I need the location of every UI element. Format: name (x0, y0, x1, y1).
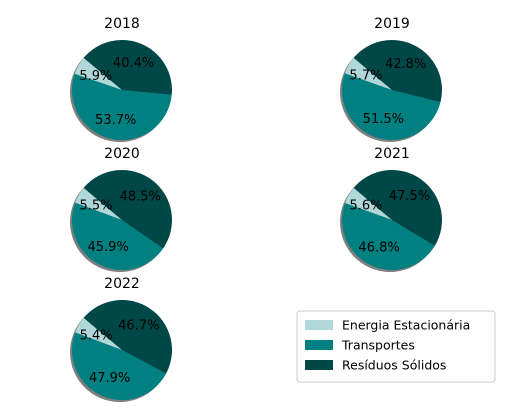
percent-label-residuos-solidos: 48.5% (120, 190, 161, 205)
wedge-residuos-solidos (83, 170, 173, 249)
legend-box (296, 310, 496, 383)
legend-swatch-residuos-solidos (305, 360, 333, 370)
pie-2020: 2020 5.5% 45.9% 48.5% (69, 146, 173, 273)
wedge-transportes (342, 73, 441, 140)
percent-label-transportes: 53.7% (95, 113, 136, 128)
pie-2021: 2021 5.6% 46.8% 47.5% (339, 146, 442, 272)
percent-label-transportes: 45.9% (88, 240, 129, 255)
pie-title: 2020 (104, 146, 140, 162)
percent-label-energia-estacionaria: 5.5% (80, 198, 113, 213)
wedge-energia-estacionaria (74, 57, 122, 90)
pie-title: 2022 (104, 276, 140, 292)
percent-label-transportes: 51.5% (363, 112, 404, 127)
wedge-residuos-solidos (83, 40, 172, 95)
wedge-residuos-solidos (353, 40, 443, 103)
wedge-energia-estacionaria (344, 57, 392, 90)
wedge-energia-estacionaria (75, 187, 122, 220)
percent-label-residuos-solidos: 46.7% (118, 319, 159, 334)
pie-2022: 2022 5.4% 47.9% 46.7% (69, 276, 173, 403)
percent-label-energia-estacionaria: 5.6% (349, 199, 382, 214)
wedge-residuos-solidos (353, 170, 442, 246)
percent-label-transportes: 46.8% (358, 241, 399, 256)
wedge-energia-estacionaria (344, 187, 392, 220)
percent-label-energia-estacionaria: 5.9% (79, 69, 112, 84)
pie-charts: 2018 5.9% 53.7% 40.4% 2019 5.7% 51.5% 42.8% 2020… (69, 16, 443, 403)
percent-label-transportes: 47.9% (89, 371, 130, 386)
wedge-transportes (71, 202, 164, 271)
percent-label-residuos-solidos: 47.5% (389, 189, 430, 204)
pie-title: 2021 (374, 146, 410, 162)
legend-label-residuos-solidos: Resíduos Sólidos (342, 358, 446, 373)
legend-swatch-transportes (305, 340, 333, 350)
wedge-energia-estacionaria (75, 317, 122, 350)
legend-label-transportes: Transportes (341, 338, 415, 353)
wedge-transportes (71, 332, 167, 401)
percent-label-energia-estacionaria: 5.4% (80, 328, 113, 343)
pie-title: 2018 (104, 16, 140, 32)
legend-label-energia-estacionaria: Energia Estacionária (342, 318, 470, 333)
percent-label-energia-estacionaria: 5.7% (349, 69, 382, 84)
wedge-transportes (71, 73, 172, 141)
legend-swatch-energia-estacionaria (305, 320, 333, 330)
pie-2018: 2018 5.9% 53.7% 40.4% (69, 16, 172, 143)
pie-2019: 2019 5.7% 51.5% 42.8% (340, 16, 443, 142)
pie-title: 2019 (374, 16, 410, 32)
percent-label-residuos-solidos: 42.8% (385, 57, 426, 72)
legend: Energia Estacionária Transportes Resíduos … (296, 310, 496, 383)
percent-label-residuos-solidos: 40.4% (113, 56, 154, 71)
wedge-residuos-solidos (83, 299, 173, 374)
wedge-transportes (341, 203, 435, 270)
